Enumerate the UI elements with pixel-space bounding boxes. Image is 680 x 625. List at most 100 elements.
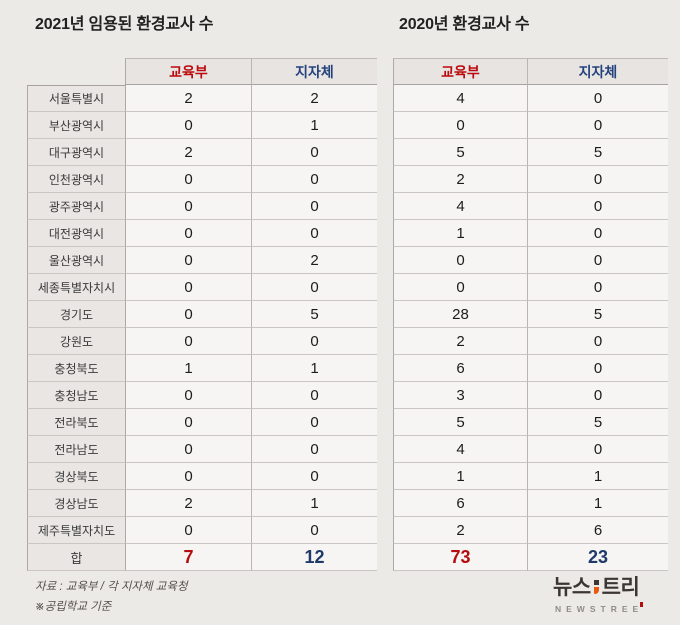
data-cell-2021-ministry: 0 <box>125 436 251 463</box>
data-cell-2021-local: 5 <box>251 301 377 328</box>
data-cell-2021-ministry: 0 <box>125 247 251 274</box>
data-cell-2020-ministry: 4 <box>393 193 527 220</box>
region-label: 강원도 <box>27 328 125 355</box>
region-label: 부산광역시 <box>27 112 125 139</box>
total-cell-2021-local: 12 <box>251 544 377 571</box>
right-header-ministry: 교육부 <box>393 58 527 85</box>
data-cell-2021-ministry: 0 <box>125 193 251 220</box>
data-cell-2021-local: 0 <box>251 166 377 193</box>
data-cell-2021-local: 0 <box>251 436 377 463</box>
left-table-title: 2021년 임용된 환경교사 수 <box>35 16 214 33</box>
total-cell-2020-ministry: 73 <box>393 544 527 571</box>
data-cell-2021-local: 0 <box>251 139 377 166</box>
data-cell-2021-local: 2 <box>251 247 377 274</box>
data-cell-2021-ministry: 2 <box>125 85 251 112</box>
data-cell-2021-local: 1 <box>251 490 377 517</box>
region-label: 인천광역시 <box>27 166 125 193</box>
data-cell-2021-ministry: 0 <box>125 274 251 301</box>
left-header-local: 지자체 <box>251 58 377 85</box>
data-cell-2020-ministry: 1 <box>393 220 527 247</box>
tables-gap <box>377 436 393 463</box>
newstree-logo: 뉴스 트리 NEWSTREE <box>553 571 668 614</box>
data-cell-2020-ministry: 3 <box>393 382 527 409</box>
data-cell-2020-ministry: 0 <box>393 112 527 139</box>
data-cell-2020-local: 0 <box>527 328 668 355</box>
data-cell-2020-ministry: 28 <box>393 301 527 328</box>
logo-english-text: NEWSTREE <box>555 604 644 614</box>
data-cell-2020-ministry: 4 <box>393 85 527 112</box>
data-cell-2020-ministry: 2 <box>393 517 527 544</box>
region-label: 서울특별시 <box>27 85 125 112</box>
data-cell-2020-local: 0 <box>527 112 668 139</box>
data-cell-2021-ministry: 0 <box>125 517 251 544</box>
data-cell-2021-local: 0 <box>251 193 377 220</box>
tables-gap <box>377 166 393 193</box>
region-label: 제주특별자치도 <box>27 517 125 544</box>
data-cell-2020-local: 0 <box>527 436 668 463</box>
data-cell-2021-local: 2 <box>251 85 377 112</box>
data-cell-2020-local: 0 <box>527 193 668 220</box>
tables-gap <box>377 328 393 355</box>
tables-gap <box>377 517 393 544</box>
data-cell-2021-local: 0 <box>251 274 377 301</box>
data-cell-2020-ministry: 4 <box>393 436 527 463</box>
data-cell-2020-local: 0 <box>527 274 668 301</box>
data-cell-2021-ministry: 0 <box>125 301 251 328</box>
data-cell-2020-local: 0 <box>527 166 668 193</box>
data-cell-2020-local: 1 <box>527 463 668 490</box>
region-label: 경상북도 <box>27 463 125 490</box>
data-cell-2020-local: 5 <box>527 301 668 328</box>
tables-gap <box>377 490 393 517</box>
tables-gap <box>377 355 393 382</box>
region-label: 광주광역시 <box>27 193 125 220</box>
data-cell-2021-ministry: 0 <box>125 328 251 355</box>
data-cell-2021-local: 1 <box>251 112 377 139</box>
data-cell-2020-ministry: 0 <box>393 247 527 274</box>
right-header-local: 지자체 <box>527 58 668 85</box>
data-cell-2021-local: 0 <box>251 220 377 247</box>
criteria-note: ※공립학교 기준 <box>35 601 112 613</box>
data-cell-2020-local: 0 <box>527 85 668 112</box>
data-cell-2020-local: 0 <box>527 247 668 274</box>
tables-gap <box>377 301 393 328</box>
tables-gap <box>377 139 393 166</box>
tables-gap <box>377 274 393 301</box>
region-label: 세종특별자치시 <box>27 274 125 301</box>
data-cell-2020-local: 0 <box>527 382 668 409</box>
left-header-ministry: 교육부 <box>125 58 251 85</box>
tables-gap <box>377 544 393 571</box>
tables-gap <box>377 463 393 490</box>
data-cell-2020-local: 6 <box>527 517 668 544</box>
right-table-title: 2020년 환경교사 수 <box>399 16 530 33</box>
data-cell-2021-local: 0 <box>251 463 377 490</box>
logo-text-tree: 트리 <box>601 576 640 599</box>
data-cell-2021-ministry: 0 <box>125 382 251 409</box>
data-cell-2020-local: 0 <box>527 220 668 247</box>
data-cell-2020-ministry: 0 <box>393 274 527 301</box>
data-cell-2021-ministry: 0 <box>125 220 251 247</box>
region-label: 울산광역시 <box>27 247 125 274</box>
region-label: 경상남도 <box>27 490 125 517</box>
region-label: 대구광역시 <box>27 139 125 166</box>
tables-gap <box>377 85 393 112</box>
data-cell-2020-local: 1 <box>527 490 668 517</box>
data-cell-2021-ministry: 0 <box>125 463 251 490</box>
data-cell-2020-local: 5 <box>527 409 668 436</box>
tables-gap <box>377 220 393 247</box>
data-cell-2021-ministry: 1 <box>125 355 251 382</box>
tables-gap <box>377 247 393 274</box>
source-note: 자료 : 교육부 / 각 지자체 교육청 <box>35 581 188 593</box>
data-cell-2021-ministry: 0 <box>125 112 251 139</box>
region-label: 전라남도 <box>27 436 125 463</box>
data-cell-2021-local: 0 <box>251 328 377 355</box>
data-cell-2021-ministry: 2 <box>125 139 251 166</box>
region-label: 충청북도 <box>27 355 125 382</box>
data-cell-2020-ministry: 6 <box>393 490 527 517</box>
data-cell-2020-ministry: 6 <box>393 355 527 382</box>
tables-gap <box>377 58 393 85</box>
tables-grid: 교육부 지자체 교육부 지자체 서울특별시 2 2 4 0 부산광역시 0 1 0 0 대구광역시 2 0 5 5 인… <box>27 58 668 571</box>
logo-korean-text: 뉴스 트리 <box>553 571 668 601</box>
data-cell-2020-ministry: 1 <box>393 463 527 490</box>
tables-gap <box>377 409 393 436</box>
region-label: 전라북도 <box>27 409 125 436</box>
